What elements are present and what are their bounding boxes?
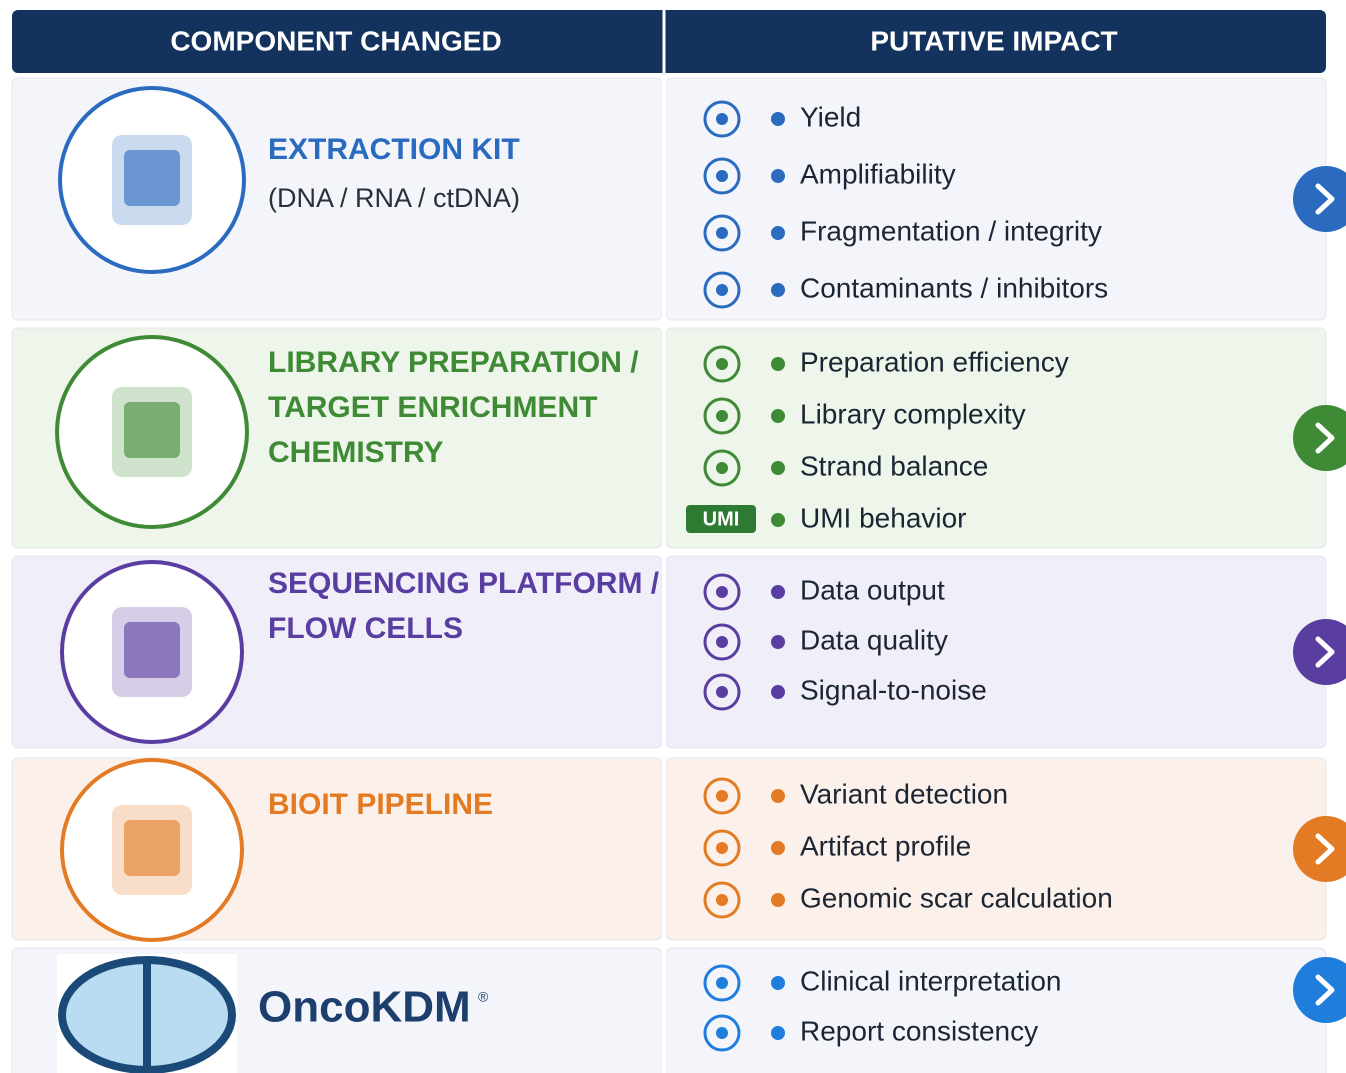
impact-icon <box>716 977 728 989</box>
bullet <box>771 685 785 699</box>
impact-text: Clinical interpretation <box>800 965 1061 996</box>
component-title: SEQUENCING PLATFORM / <box>268 567 660 600</box>
impact-icon <box>716 358 728 370</box>
impact-icon <box>703 397 741 435</box>
impact-text: Preparation efficiency <box>800 346 1069 377</box>
impact-icon <box>703 777 741 815</box>
impact-text: UMI behavior <box>800 502 967 533</box>
expand-chevron <box>1315 422 1335 454</box>
impact-icon <box>703 673 741 711</box>
impact-icon <box>703 345 741 383</box>
impact-text: Strand balance <box>800 450 988 481</box>
impact-icon <box>716 894 728 906</box>
bullet <box>771 585 785 599</box>
component-icon <box>124 820 180 876</box>
impact-icon <box>716 686 728 698</box>
component-title: EXTRACTION KIT <box>268 133 520 166</box>
component-title: TARGET ENRICHMENT <box>268 391 597 424</box>
component-icon <box>124 150 180 206</box>
component-icon <box>124 402 180 458</box>
impact-icon <box>703 1014 741 1052</box>
expand-button[interactable] <box>1293 957 1346 1023</box>
expand-button[interactable] <box>1293 619 1346 685</box>
component-title: OncoKDM <box>258 983 471 1032</box>
expand-chevron <box>1315 636 1335 668</box>
bullet <box>771 357 785 371</box>
impact-text: Amplifiability <box>800 158 956 189</box>
bullet <box>771 112 785 126</box>
impact-icon <box>703 214 741 252</box>
impact-text: Variant detection <box>800 778 1008 809</box>
impact-icon <box>716 790 728 802</box>
bullet <box>771 1026 785 1040</box>
bullet <box>771 635 785 649</box>
impact-text: Genomic scar calculation <box>800 882 1113 913</box>
bullet <box>771 513 785 527</box>
impact-icon <box>716 586 728 598</box>
impact-icon <box>703 157 741 195</box>
impact-text: Signal-to-noise <box>800 674 987 705</box>
bullet <box>771 226 785 240</box>
bullet <box>771 893 785 907</box>
component-title: BIOIT PIPELINE <box>268 788 493 821</box>
expand-chevron <box>1315 833 1335 865</box>
bullet <box>771 841 785 855</box>
bullet <box>771 409 785 423</box>
umi-icon-label: UMI <box>703 508 740 530</box>
expand-button[interactable] <box>1293 405 1346 471</box>
expand-button[interactable] <box>1293 816 1346 882</box>
component-title: FLOW CELLS <box>268 612 463 645</box>
bullet <box>771 283 785 297</box>
impact-icon <box>716 227 728 239</box>
header-cell: PUTATIVE IMPACT <box>870 25 1117 56</box>
impact-icon <box>703 829 741 867</box>
impact-icon <box>716 113 728 125</box>
component-icon <box>124 622 180 678</box>
impact-icon <box>716 284 728 296</box>
impact-icon <box>716 636 728 648</box>
header-bar <box>12 10 1326 73</box>
impact-text: Yield <box>800 101 861 132</box>
impact-text: Contaminants / inhibitors <box>800 272 1108 303</box>
impact-icon <box>703 964 741 1002</box>
impact-icon <box>716 170 728 182</box>
expand-button[interactable] <box>1293 166 1346 232</box>
impact-text: Report consistency <box>800 1015 1038 1046</box>
impact-icon <box>703 100 741 138</box>
umi-icon <box>686 505 756 533</box>
impact-text: Data quality <box>800 624 948 655</box>
bullet <box>771 789 785 803</box>
impact-icon <box>716 1027 728 1039</box>
impact-text: Library complexity <box>800 398 1026 429</box>
component-title: LIBRARY PREPARATION / <box>268 346 639 379</box>
impact-text: Artifact profile <box>800 830 971 861</box>
bullet <box>771 461 785 475</box>
impact-icon <box>716 462 728 474</box>
impact-icon <box>703 881 741 919</box>
expand-chevron <box>1315 974 1335 1006</box>
impact-icon <box>703 573 741 611</box>
impact-icon <box>703 623 741 661</box>
bullet <box>771 169 785 183</box>
impact-text: Data output <box>800 574 945 605</box>
impact-icon <box>703 271 741 309</box>
registered-mark: ® <box>478 989 489 1005</box>
impact-text: Fragmentation / integrity <box>800 215 1102 246</box>
impact-icon <box>716 410 728 422</box>
header-cell: COMPONENT CHANGED <box>170 25 501 56</box>
row-right-cell <box>665 555 1327 749</box>
impact-icon <box>703 449 741 487</box>
expand-chevron <box>1315 183 1335 215</box>
bullet <box>771 976 785 990</box>
impact-icon <box>716 842 728 854</box>
component-title: CHEMISTRY <box>268 436 444 469</box>
component-subtitle: (DNA / RNA / ctDNA) <box>268 183 520 213</box>
